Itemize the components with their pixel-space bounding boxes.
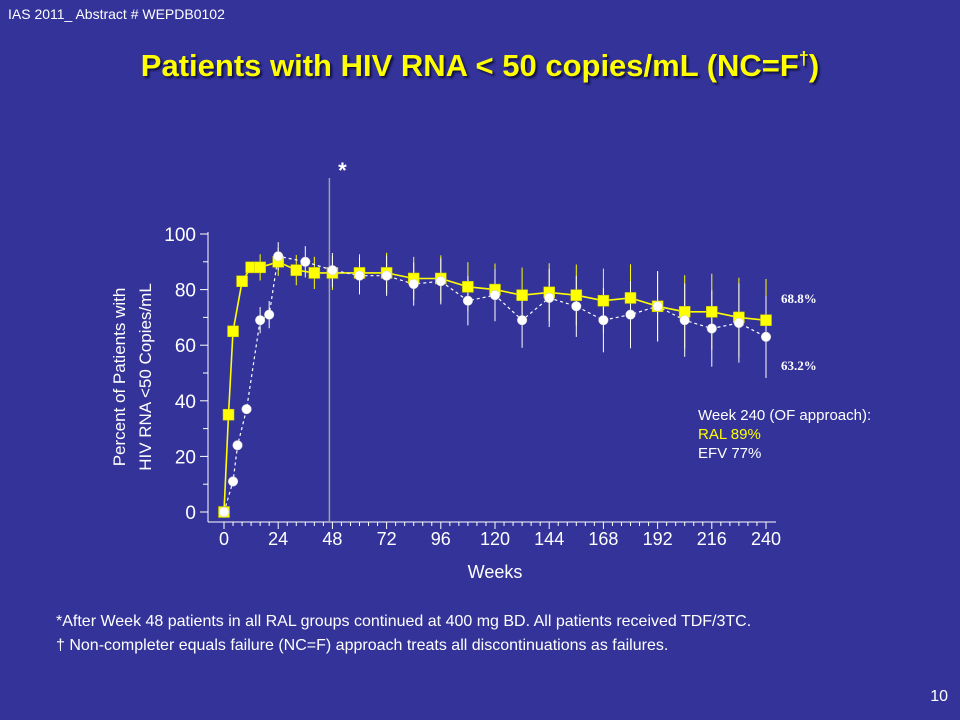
y-tick-label: 20: [175, 447, 196, 468]
chart-marks: * 68.8% 63.2%: [218, 158, 817, 522]
data-point-efv: [760, 331, 772, 342]
data-point-efv: [571, 301, 582, 312]
annotation-ral: RAL 89%: [698, 426, 761, 443]
x-tick-label: 0: [219, 529, 229, 549]
data-point-ral: [462, 281, 474, 293]
week48-asterisk: *: [338, 158, 347, 183]
data-point-efv: [679, 315, 690, 326]
data-point-ral: [236, 275, 248, 288]
data-point-efv: [264, 309, 275, 320]
data-point-ral: [222, 408, 235, 421]
x-tick-label: 72: [377, 529, 397, 549]
data-point-efv: [273, 251, 284, 262]
data-point-efv: [625, 309, 636, 320]
annotation-efv: EFV 77%: [698, 445, 762, 462]
data-point-ral: [706, 306, 718, 318]
data-point-efv: [300, 256, 311, 267]
y-tick-label: 80: [175, 281, 196, 302]
chart-axes: 0 20 40 60 80 100 0 24 48 72 96 120 144 168 192 216 240 W…: [110, 225, 781, 582]
data-point-efv: [327, 265, 338, 276]
data-point-ral: [290, 264, 303, 276]
y-axis-title-line2: HIV RNA <50 Copies/mL: [136, 283, 155, 471]
end-label-efv: 63.2%: [781, 358, 817, 373]
data-point-efv: [598, 315, 609, 326]
data-point-efv: [408, 278, 419, 290]
data-point-efv: [232, 440, 243, 451]
data-point-ral: [516, 289, 528, 301]
data-point-ral: [597, 294, 610, 307]
data-point-efv: [652, 301, 663, 312]
footnotes: *After Week 48 patients in all RAL group…: [56, 610, 751, 658]
week240-annotation: Week 240 (OF approach): RAL 89% EFV 77%: [698, 406, 871, 463]
x-tick-label: 24: [268, 529, 288, 549]
y-tick-label: 0: [185, 503, 196, 524]
x-tick-label: 120: [480, 529, 510, 549]
slide-title: Patients with HIV RNA < 50 copies/mL (NC…: [0, 48, 960, 84]
x-tick-label: 216: [697, 529, 727, 549]
data-point-ral: [570, 289, 583, 301]
data-point-ral: [760, 314, 772, 326]
x-tick-label: 144: [534, 529, 564, 549]
x-tick-label: 48: [322, 529, 342, 549]
data-point-efv: [435, 276, 446, 287]
x-tick-label: 168: [588, 529, 618, 549]
data-point-efv: [462, 295, 473, 306]
page-number: 10: [930, 688, 948, 705]
data-point-efv: [218, 506, 230, 518]
data-point-efv: [381, 270, 392, 281]
data-point-ral: [624, 292, 637, 304]
data-point-ral: [254, 261, 266, 274]
data-point-ral: [308, 267, 321, 279]
title-text: Patients with HIV RNA < 50 copies/mL (NC…: [140, 48, 799, 83]
title-close: ): [808, 48, 820, 83]
y-axis-title-line1: Percent of Patients with: [110, 288, 129, 467]
data-point-efv: [517, 315, 528, 326]
data-point-efv: [354, 270, 365, 281]
data-point-ral: [227, 325, 239, 338]
y-tick-label: 60: [175, 336, 196, 357]
data-point-efv: [255, 315, 266, 326]
x-tick-label: 96: [431, 529, 451, 549]
title-dagger: †: [798, 48, 809, 69]
x-axis-title: Weeks: [468, 562, 523, 582]
footnote-dagger: † Non-completer equals failure (NC=F) ap…: [56, 637, 669, 654]
data-point-efv: [227, 476, 239, 487]
data-point-efv: [489, 290, 501, 301]
annotation-title: Week 240 (OF approach):: [698, 407, 872, 424]
data-point-efv: [733, 317, 744, 329]
abstract-tag: IAS 2011_ Abstract # WEPDB0102: [8, 6, 225, 22]
x-tick-label: 240: [751, 529, 781, 549]
data-point-efv: [544, 292, 555, 303]
x-tick-label: 192: [643, 529, 673, 549]
data-point-efv: [241, 404, 252, 415]
footnote-asterisk: *After Week 48 patients in all RAL group…: [56, 613, 752, 630]
end-label-ral: 68.8%: [781, 291, 817, 306]
y-tick-label: 100: [164, 225, 196, 246]
data-point-efv: [706, 323, 717, 334]
y-tick-label: 40: [175, 392, 196, 413]
